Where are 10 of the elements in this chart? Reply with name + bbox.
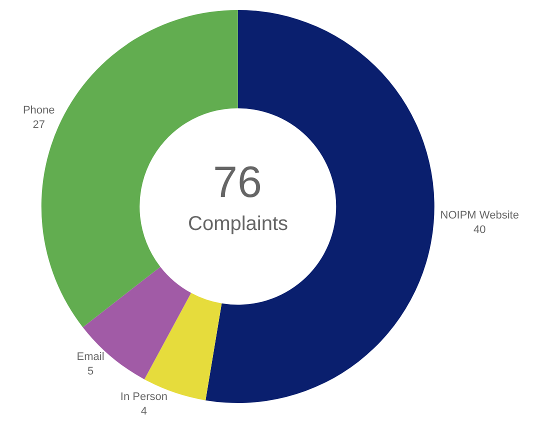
data-label: 4 bbox=[140, 405, 148, 418]
slice-label: In Person bbox=[120, 390, 168, 403]
slice-label: NOIPM Website bbox=[440, 210, 519, 222]
data-label: 5 bbox=[87, 365, 94, 378]
data-label: 40 bbox=[473, 224, 486, 236]
data-label: 27 bbox=[32, 118, 45, 131]
text: Complaints bbox=[188, 213, 288, 235]
slice-label: Email bbox=[76, 350, 104, 363]
slice-label: Phone bbox=[22, 104, 55, 117]
text: 76 bbox=[213, 158, 262, 207]
